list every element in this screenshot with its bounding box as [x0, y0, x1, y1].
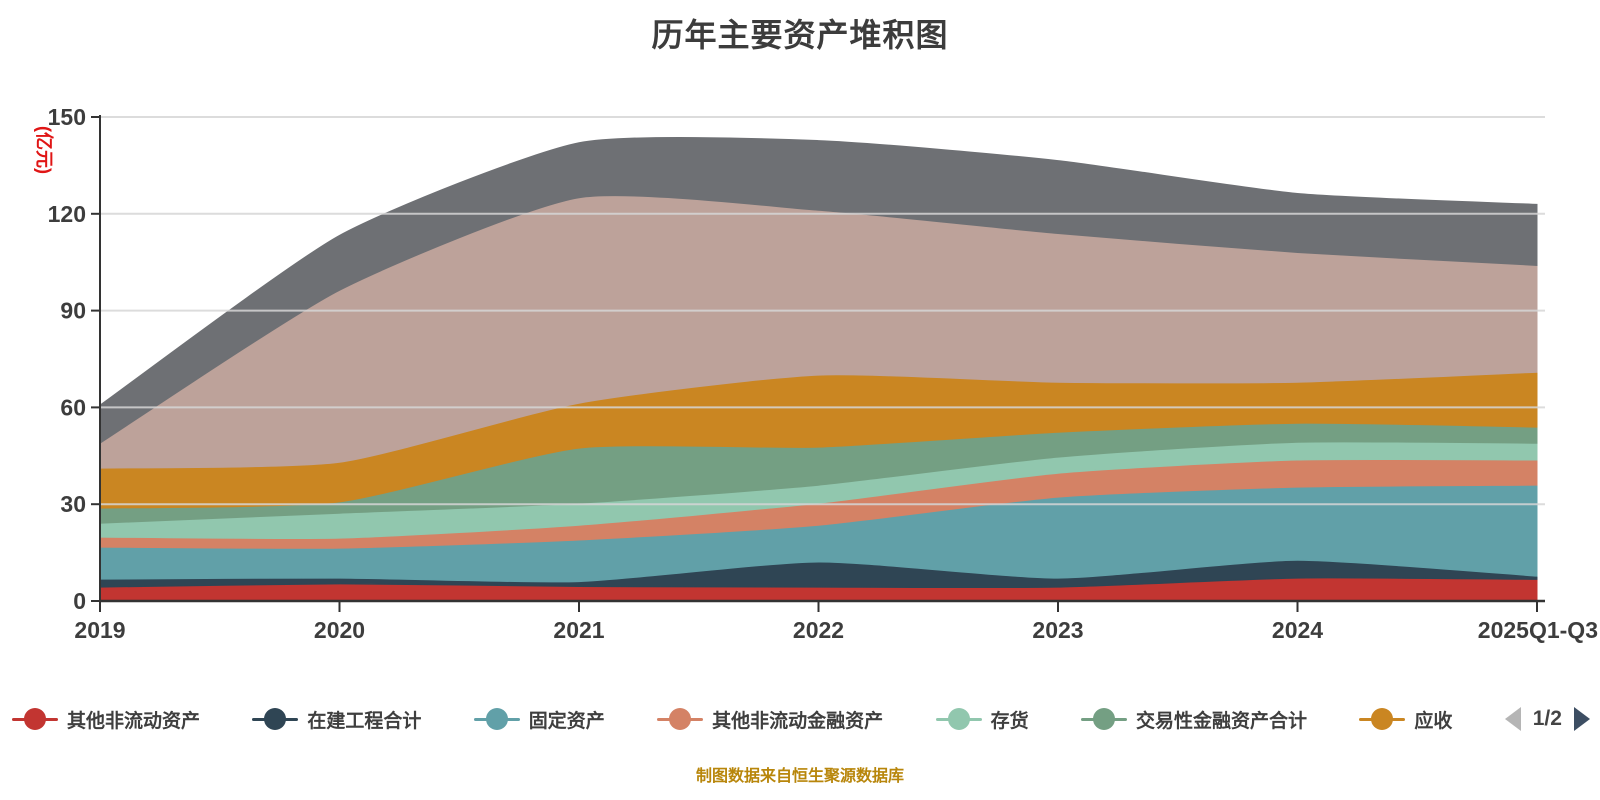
legend-line-dot-icon	[252, 708, 299, 730]
legend-line-dot-icon	[1359, 708, 1406, 730]
legend-item-6[interactable]: 交易性金融资产合计	[1080, 706, 1307, 733]
legend-item-3[interactable]: 固定资产	[473, 706, 605, 733]
y-tick-label-30: 30	[60, 491, 86, 517]
y-tick-label-60: 60	[60, 394, 86, 420]
legend-line-dot-icon	[657, 708, 704, 730]
data-source-note: 制图数据来自恒生聚源数据库	[695, 768, 904, 785]
legend-item-label: 固定资产	[528, 710, 605, 732]
legend-item-2[interactable]: 在建工程合计	[252, 706, 421, 733]
legend-item-label: 在建工程合计	[307, 710, 422, 732]
x-tick-label-2019: 2019	[74, 617, 125, 643]
legend-item-4[interactable]: 其他非流动金融资产	[657, 706, 883, 733]
y-tick-label-90: 90	[60, 298, 86, 324]
chart-title: 历年主要资产堆积图	[651, 17, 949, 53]
legend-next-page-icon[interactable]	[1573, 707, 1590, 731]
y-tick-label-0: 0	[73, 588, 86, 614]
x-tick-label-2024: 2024	[1272, 617, 1323, 643]
legend-item-1[interactable]: 其他非流动资产	[12, 706, 200, 733]
x-tick-label-2020: 2020	[314, 617, 365, 643]
legend-prev-page-icon[interactable]	[1504, 707, 1521, 731]
legend-bar: 其他非流动资产 在建工程合计 固定资产 其他非流动金融资产 存货 交易性金融资产合计 应收 …	[12, 698, 1590, 740]
x-tick-label-2022: 2022	[793, 617, 844, 643]
y-tick-label-150: 150	[48, 104, 86, 130]
x-tick-label-2021: 2021	[553, 617, 604, 643]
legend-item-label: 其他非流动资产	[67, 710, 201, 732]
legend-item-label: 其他非流动金融资产	[712, 710, 884, 732]
legend-item-label: 交易性金融资产合计	[1135, 710, 1307, 732]
legend-line-dot-icon	[1080, 708, 1127, 730]
x-tick-label-2025Q1-Q3: 2025Q1-Q3	[1478, 617, 1598, 643]
y-tick-label-120: 120	[48, 201, 86, 227]
legend-item-7[interactable]: 应收	[1359, 706, 1452, 733]
legend-item-label: 应收	[1414, 710, 1453, 732]
legend-pager: 1/2	[1504, 707, 1590, 731]
legend-page-indicator: 1/2	[1532, 707, 1562, 730]
legend-item-label: 存货	[990, 710, 1029, 732]
x-tick-label-2023: 2023	[1032, 617, 1083, 643]
legend-item-5[interactable]: 存货	[935, 706, 1029, 733]
legend-line-dot-icon	[473, 708, 520, 730]
legend-line-dot-icon	[12, 708, 58, 730]
legend-line-dot-icon	[935, 708, 982, 730]
